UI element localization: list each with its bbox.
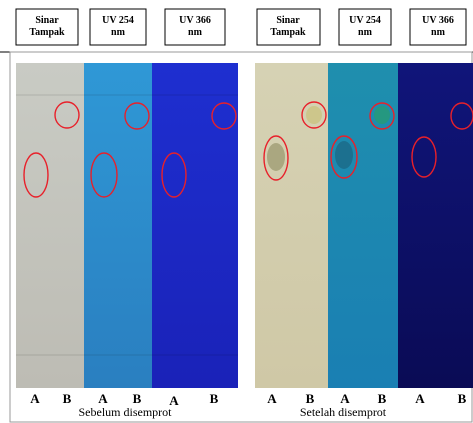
header-label: Sinar — [35, 15, 59, 26]
lane-label: B — [210, 391, 219, 406]
header-label: UV 366 — [179, 15, 211, 26]
lane-label: B — [133, 391, 142, 406]
caption: Setelah disemprot — [300, 405, 387, 419]
header-label: Tampak — [270, 27, 306, 38]
header-label: Sinar — [276, 15, 300, 26]
header-label: nm — [188, 27, 203, 38]
plate-photo-after — [255, 63, 473, 388]
lane-labels: A B A B A B A B A B A B — [30, 391, 466, 408]
header-label: nm — [358, 27, 373, 38]
header-label: UV 254 — [349, 15, 381, 26]
header-boxes — [15, 8, 467, 46]
plate-photo-before — [16, 63, 238, 388]
lane-label: A — [30, 391, 40, 406]
lane-label: A — [267, 391, 277, 406]
header-label: UV 366 — [422, 15, 454, 26]
lane-label: A — [415, 391, 425, 406]
header-label: Tampak — [29, 27, 65, 38]
lane-label: A — [169, 393, 179, 408]
lane-label: A — [98, 391, 108, 406]
lane-label: B — [63, 391, 72, 406]
header-labels: Sinar Tampak UV 254 nm UV 366 nm Sinar T… — [29, 15, 453, 38]
lane-label: B — [458, 391, 467, 406]
header-label: nm — [431, 27, 446, 38]
caption: Sebelum disemprot — [79, 405, 173, 419]
lane-label: A — [340, 391, 350, 406]
lane-label: B — [306, 391, 315, 406]
header-label: UV 254 — [102, 15, 134, 26]
header-label: nm — [111, 27, 126, 38]
lane-label: B — [378, 391, 387, 406]
